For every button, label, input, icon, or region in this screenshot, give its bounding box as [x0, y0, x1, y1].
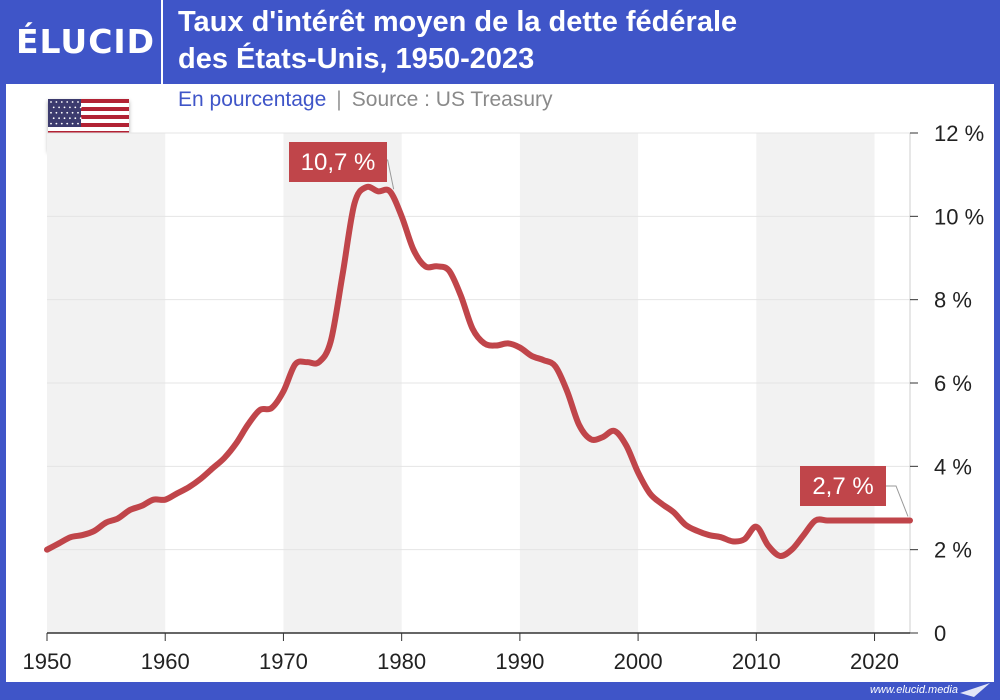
y-tick-label: 4 % — [934, 454, 972, 479]
flag-stripe — [48, 111, 129, 115]
x-tick-label: 1970 — [259, 649, 308, 674]
y-tick-label: 12 % — [934, 121, 984, 146]
website-credit: www.elucid.media — [869, 684, 958, 696]
x-tick-label: 2000 — [614, 649, 663, 674]
x-tick-label: 1960 — [141, 649, 190, 674]
flag-star — [63, 117, 66, 120]
flag-stripe — [48, 123, 129, 127]
flag-star — [52, 106, 55, 109]
flag-star — [79, 117, 82, 120]
flag-star — [55, 111, 58, 114]
x-tick-label: 1950 — [23, 649, 72, 674]
x-tick-label: 2020 — [850, 649, 899, 674]
flag-star — [58, 106, 60, 109]
flag-stripe — [48, 99, 129, 103]
chart-subtitle: En pourcentage | Source : US Treasury — [178, 88, 553, 112]
header-bar: ÉLUCID Taux d'intérêt moyen de la dette … — [0, 0, 1000, 84]
flag-star — [52, 117, 55, 120]
annotation-label: 10,7 % — [301, 149, 376, 176]
flag-star — [66, 101, 69, 103]
flag-star — [55, 101, 58, 103]
flag-canton — [48, 99, 81, 127]
y-tick-label: 10 % — [934, 204, 984, 229]
y-tick-label: 0 — [934, 621, 946, 646]
annotation-box — [800, 466, 886, 506]
flag-star — [60, 111, 63, 114]
flag-star — [50, 122, 52, 125]
flag-star — [50, 111, 52, 114]
flag-star — [71, 122, 74, 125]
x-tick-label: 1990 — [495, 649, 544, 674]
flag-star — [66, 111, 69, 114]
x-tick-label: 1980 — [377, 649, 426, 674]
flag-star — [71, 101, 74, 103]
y-tick-label: 8 % — [934, 288, 972, 313]
flag-star — [55, 122, 58, 125]
annotation-leader — [885, 485, 909, 517]
flag-star — [74, 117, 77, 120]
flag-star — [77, 101, 79, 103]
chart-title-line2: des États-Unis, 1950-2023 — [178, 43, 535, 75]
subtitle-separator: | — [336, 88, 342, 111]
x-tick-label: 2010 — [732, 649, 781, 674]
flag-star — [69, 117, 71, 120]
series-line — [44, 183, 913, 559]
flag-star — [74, 106, 77, 109]
y-tick-label: 2 % — [934, 538, 972, 563]
chart-title-line1: Taux d'intérêt moyen de la dette fédéral… — [178, 6, 738, 38]
flag-star — [50, 101, 52, 103]
flag-star — [63, 106, 66, 109]
flag-star — [60, 101, 63, 103]
annotation-box — [289, 142, 387, 182]
paper-plane-icon — [960, 683, 990, 697]
header-divider — [161, 0, 163, 84]
flag-star — [79, 106, 82, 109]
flag-stripe — [48, 107, 129, 111]
annotation-label: 2,7 % — [812, 473, 873, 500]
flag-star — [58, 117, 60, 120]
y-tick-label: 6 % — [934, 371, 972, 396]
flag-stripe — [48, 127, 129, 131]
source-label: Source : US Treasury — [351, 88, 553, 111]
flag-star — [77, 111, 79, 114]
flag-star — [77, 122, 79, 125]
flag-star — [66, 122, 69, 125]
unit-label: En pourcentage — [178, 88, 327, 111]
flag-star — [60, 122, 63, 125]
flag-stripe — [48, 103, 129, 107]
flag-star — [71, 111, 74, 114]
flag-stripe — [48, 115, 129, 119]
brand-logo: ÉLUCID — [16, 22, 156, 61]
flag-stripe — [48, 119, 129, 123]
flag-star — [69, 106, 71, 109]
